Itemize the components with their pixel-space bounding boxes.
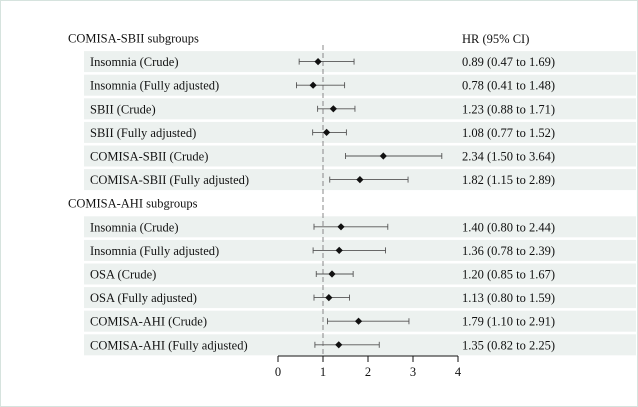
x-tick-label: 0	[275, 365, 281, 379]
hr-point	[329, 105, 337, 113]
ci-marks	[296, 58, 443, 349]
ci-text: 1.23 (0.88 to 1.71)	[462, 102, 555, 116]
row-label: COMISA-AHI (Fully adjusted)	[90, 338, 248, 352]
ci-text: 1.20 (0.85 to 1.67)	[462, 268, 555, 282]
row-label: COMISA-SBII (Crude)	[90, 150, 208, 164]
ci-text: 1.82 (1.15 to 2.89)	[462, 173, 555, 187]
x-tick-label: 3	[410, 365, 416, 379]
x-tick-label: 1	[320, 365, 326, 379]
hr-point	[335, 246, 343, 254]
ci-text: 0.78 (0.41 to 1.48)	[462, 79, 555, 93]
row-labels: COMISA-SBII subgroups Insomnia (Crude) 0.8…	[68, 32, 555, 353]
hr-point	[314, 58, 322, 66]
row-band	[84, 51, 636, 73]
hr-point	[337, 223, 345, 231]
hr-point	[325, 294, 333, 302]
hr-point	[354, 317, 363, 325]
row-label: Insomnia (Crude)	[90, 220, 179, 234]
row-label: COMISA-SBII (Fully adjusted)	[90, 173, 249, 187]
row-bands	[84, 51, 636, 356]
hr-header: HR (95% CI)	[462, 32, 529, 46]
hr-point	[309, 81, 317, 89]
row-band	[84, 121, 636, 143]
ci-text: 1.36 (0.78 to 2.39)	[462, 244, 555, 258]
row-label: SBII (Crude)	[90, 102, 156, 116]
row-label: Insomnia (Crude)	[90, 55, 179, 69]
row-label: Insomnia (Fully adjusted)	[90, 79, 219, 93]
hr-point	[335, 341, 343, 349]
hr-point	[379, 152, 387, 160]
group-title: COMISA-AHI subgroups	[68, 197, 198, 211]
ci-text: 1.40 (0.80 to 2.44)	[462, 220, 555, 234]
ci-text: 0.89 (0.47 to 1.69)	[462, 55, 555, 69]
hr-point	[323, 128, 331, 136]
hr-point	[356, 176, 364, 184]
row-label: SBII (Fully adjusted)	[90, 126, 196, 140]
ci-text: 1.79 (1.10 to 2.91)	[462, 315, 555, 329]
hr-point	[328, 270, 336, 278]
row-label: COMISA-AHI (Crude)	[90, 315, 207, 329]
x-tick-label: 4	[455, 365, 462, 379]
row-band	[84, 263, 636, 285]
ci-text: 1.08 (0.77 to 1.52)	[462, 126, 555, 140]
ci-text: 1.35 (0.82 to 2.25)	[462, 338, 555, 352]
x-tick-label: 2	[365, 365, 371, 379]
row-band	[84, 98, 636, 120]
ci-text: 2.34 (1.50 to 3.64)	[462, 150, 555, 164]
row-label: OSA (Fully adjusted)	[90, 291, 197, 305]
row-label: Insomnia (Fully adjusted)	[90, 244, 219, 258]
row-band	[84, 74, 636, 96]
ci-text: 1.13 (0.80 to 1.59)	[462, 291, 555, 305]
group-title: COMISA-SBII subgroups	[68, 32, 199, 46]
row-band	[84, 287, 636, 309]
x-axis: 0 1 2 3 4	[275, 355, 462, 379]
row-label: OSA (Crude)	[90, 268, 156, 282]
